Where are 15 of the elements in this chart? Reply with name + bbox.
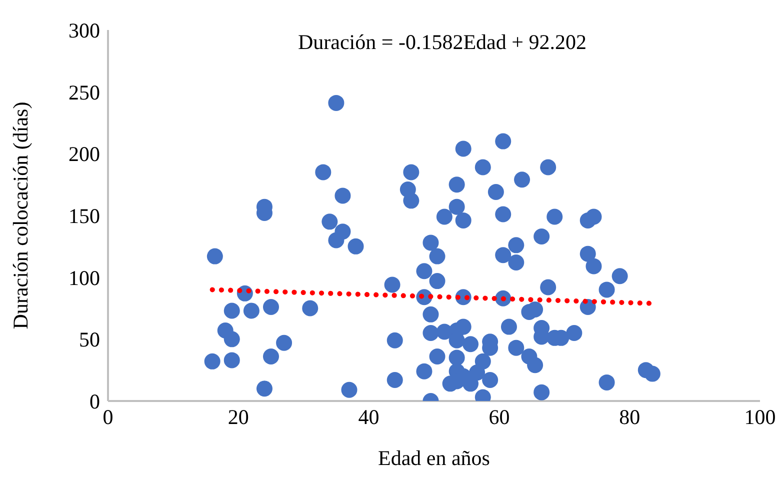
x-tick-label: 20 — [228, 404, 249, 429]
x-tick-label: 100 — [744, 404, 776, 429]
y-tick-label: 100 — [68, 266, 100, 290]
y-tick-label: 200 — [68, 142, 100, 166]
x-tick-label: 40 — [358, 404, 380, 429]
x-tick-label: 60 — [488, 404, 510, 429]
y-tick-label: 250 — [68, 80, 100, 104]
x-tick-label: 80 — [619, 404, 640, 429]
y-tick-label: 0 — [90, 389, 100, 414]
y-tick-label: 50 — [79, 328, 100, 352]
y-tick-label: 150 — [68, 204, 100, 228]
y-axis-title: Duración colocación (días) — [8, 102, 32, 330]
annotation: Duración = -0.1582Edad + 92.202 — [298, 30, 586, 55]
y-tick-label: 300 — [68, 18, 100, 42]
x-axis-title: Edad en años — [378, 446, 490, 470]
